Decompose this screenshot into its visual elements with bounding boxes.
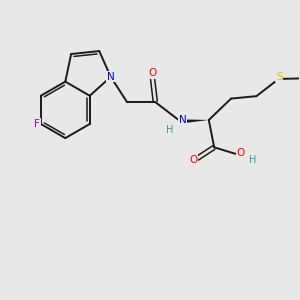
Text: N: N xyxy=(107,72,115,82)
Text: O: O xyxy=(148,68,157,78)
Text: F: F xyxy=(34,119,40,129)
Polygon shape xyxy=(181,119,209,124)
Text: O: O xyxy=(237,148,245,158)
Text: N: N xyxy=(179,115,187,125)
Text: H: H xyxy=(167,125,174,135)
Text: S: S xyxy=(276,72,283,82)
Text: H: H xyxy=(248,155,256,165)
Text: O: O xyxy=(189,155,197,165)
